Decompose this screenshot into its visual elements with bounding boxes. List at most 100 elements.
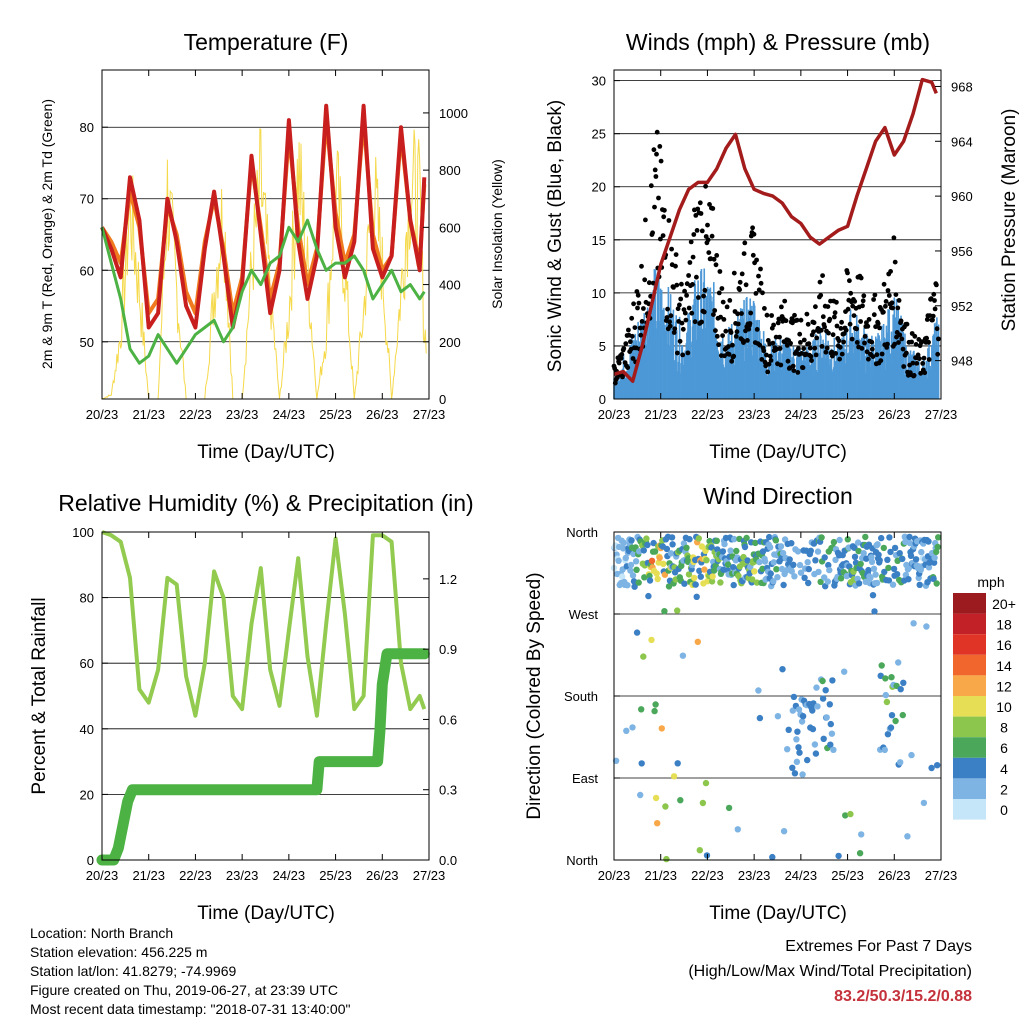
gust-point xyxy=(687,260,693,265)
wind-direction-xlabel: Time (Day/UTC) xyxy=(709,903,847,924)
gust-point xyxy=(808,354,814,359)
wind-direction-ylabel: Direction (Colored By Speed) xyxy=(524,572,545,819)
y-tick-label: 80 xyxy=(80,591,94,606)
gust-point xyxy=(801,337,807,343)
wind-direction-point xyxy=(751,568,758,575)
gust-point xyxy=(758,266,763,272)
gust-point xyxy=(897,332,903,338)
legend-swatch xyxy=(953,654,986,676)
wind-direction-point xyxy=(755,687,762,694)
gust-point xyxy=(693,213,699,218)
gust-point xyxy=(909,339,914,345)
wind-direction-point xyxy=(796,749,803,756)
wind-direction-point xyxy=(743,534,750,542)
gust-point xyxy=(759,357,765,362)
wind-direction-point xyxy=(646,577,654,584)
gust-point xyxy=(777,346,783,351)
y-tick-label: 100 xyxy=(72,525,94,540)
wind-direction-point xyxy=(847,810,854,818)
wind-direction-point xyxy=(695,535,702,542)
wind-direction-point xyxy=(821,554,828,561)
gust-point xyxy=(757,342,763,348)
wind-direction-point xyxy=(895,659,902,666)
wind-direction-point xyxy=(814,548,822,555)
x-tick-label: 23/23 xyxy=(738,868,771,883)
wind-direction-point xyxy=(874,541,881,548)
y-right-tick-label: 1000 xyxy=(439,106,468,121)
gust-point xyxy=(727,298,733,303)
gust-point xyxy=(837,344,843,350)
gust-point xyxy=(650,230,655,236)
wind-direction-point xyxy=(661,608,668,615)
gust-point xyxy=(770,340,776,346)
x-tick-label: 27/23 xyxy=(413,868,446,883)
gust-point xyxy=(812,345,818,351)
wind-direction-point xyxy=(774,713,782,720)
y-tick-label: 20 xyxy=(592,180,606,195)
winds-frame xyxy=(613,69,942,400)
wind-direction-point xyxy=(888,674,895,681)
wind-direction-point xyxy=(777,543,785,550)
gust-point xyxy=(903,350,909,356)
wind-direction-point xyxy=(637,791,644,799)
wind-direction-point xyxy=(804,756,811,764)
wind-direction-point xyxy=(730,581,737,589)
gust-point xyxy=(690,282,695,287)
gust-point xyxy=(901,364,907,369)
wind-direction-point xyxy=(885,577,893,584)
legend-label: 18 xyxy=(996,617,1012,633)
gust-point xyxy=(836,338,842,344)
gust-point xyxy=(734,329,740,335)
gust-point xyxy=(741,251,747,256)
gust-point xyxy=(813,352,819,358)
gust-point xyxy=(837,356,842,362)
gust-point xyxy=(762,359,768,365)
gust-point xyxy=(760,290,765,296)
gust-point xyxy=(646,280,652,286)
wind-direction-point xyxy=(780,581,787,589)
wind-direction-point xyxy=(931,554,938,561)
y-tick-label: 0 xyxy=(599,392,606,407)
gust-point xyxy=(832,314,837,320)
wind-direction-point xyxy=(933,580,940,587)
winds-ylabel: Sonic Wind & Gust (Blue, Black) xyxy=(545,100,566,372)
gust-point xyxy=(658,158,664,164)
gust-point xyxy=(767,353,773,359)
wind-direction-point xyxy=(930,559,938,566)
wind-direction-point xyxy=(830,746,837,753)
gust-point xyxy=(766,361,772,367)
wind-direction-point xyxy=(873,579,881,587)
wind-direction-point xyxy=(887,724,895,731)
gust-point xyxy=(657,144,663,149)
gust-point xyxy=(658,236,663,242)
gust-point xyxy=(735,311,740,317)
gust-point xyxy=(829,349,835,355)
gust-point xyxy=(778,362,784,368)
wind-direction-point xyxy=(889,581,897,588)
wind-direction-point xyxy=(770,559,777,566)
wind-direction-point xyxy=(724,561,732,568)
gust-point xyxy=(651,147,657,153)
gust-point xyxy=(756,273,761,279)
speed-legend: mph 20+ 18 16 14 12 10 8 6 4 2 0 xyxy=(953,574,1016,820)
y-right-tick-label: 0.6 xyxy=(439,712,457,727)
gust-point xyxy=(626,327,631,333)
wind-direction-point xyxy=(725,804,733,812)
y-tick-label: 40 xyxy=(80,722,94,737)
wind-direction-point xyxy=(628,537,635,544)
gust-point xyxy=(713,328,718,333)
gust-point xyxy=(733,334,739,339)
pressure-ylabel: Station Pressure (Maroon) xyxy=(999,109,1020,332)
wind-direction-point xyxy=(622,554,629,562)
wind-direction-point xyxy=(854,539,862,546)
temperature-xlabel: Time (Day/UTC) xyxy=(197,442,335,463)
gust-point xyxy=(635,292,641,298)
wind-direction-point xyxy=(829,677,836,684)
gust-point xyxy=(731,270,737,276)
gust-point xyxy=(871,297,876,302)
gust-point xyxy=(728,330,734,335)
wind-direction-point xyxy=(930,575,937,583)
gust-point xyxy=(822,324,827,330)
gust-point xyxy=(698,211,704,216)
y-tick-label: 20 xyxy=(80,787,94,802)
